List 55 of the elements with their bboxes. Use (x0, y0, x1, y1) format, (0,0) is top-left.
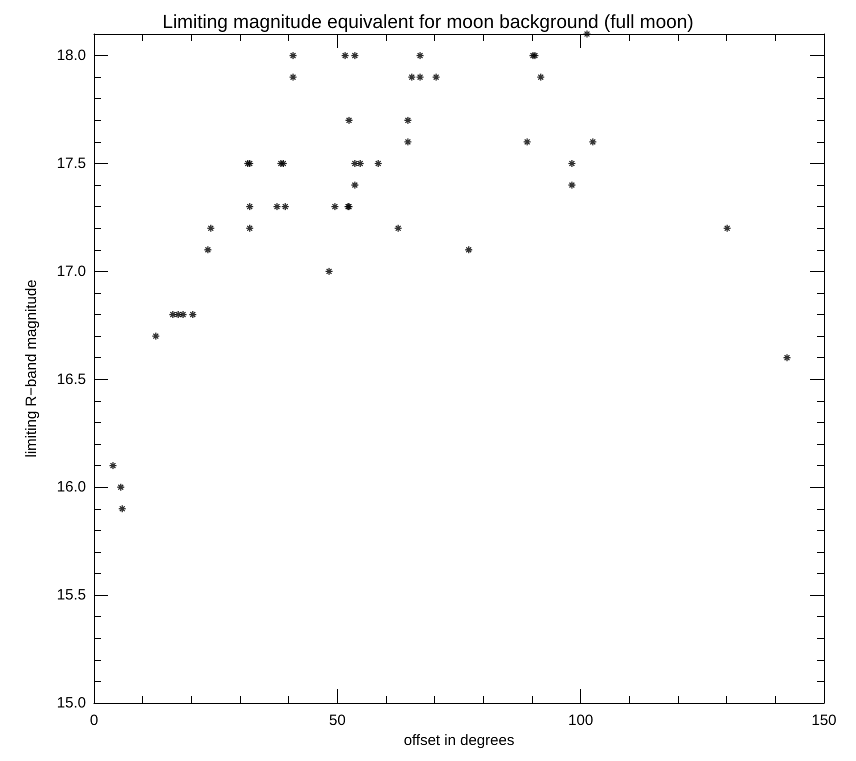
point (416, 73, 424, 82)
point (206, 224, 215, 232)
point (350, 51, 360, 60)
point (281, 202, 290, 211)
point (374, 159, 382, 168)
point (568, 159, 576, 168)
point (394, 224, 402, 232)
point (116, 483, 125, 492)
x-tick-label: 0 (90, 712, 98, 729)
y-tick-label: 17.5 (56, 154, 86, 172)
point (464, 246, 473, 254)
point (432, 73, 440, 82)
y-tick-label: 15.0 (56, 694, 86, 712)
point (188, 310, 197, 319)
point (288, 51, 298, 60)
point (279, 159, 288, 168)
point (404, 116, 412, 124)
point (404, 138, 412, 146)
point (244, 159, 252, 168)
point (782, 354, 792, 362)
point (350, 180, 360, 190)
point (204, 246, 212, 254)
point (246, 202, 254, 211)
y-tick-label: 17.0 (56, 262, 86, 280)
point (416, 51, 424, 60)
point (276, 159, 286, 168)
x-tick-label: 100 (568, 712, 594, 729)
point (152, 332, 160, 340)
x-tick-label: 150 (811, 712, 837, 729)
point (324, 267, 334, 276)
point (272, 202, 282, 211)
x-axis-title: offset in degrees (404, 732, 514, 749)
point (530, 51, 540, 60)
y-tick-label: 15.5 (56, 586, 86, 604)
chart-title: Limiting magnitude equivalent for moon background (full moon) (162, 12, 694, 33)
y-tick-label: 16.5 (56, 370, 86, 388)
point (568, 180, 576, 190)
y-tick-label: 18.0 (56, 47, 86, 64)
point (522, 138, 532, 146)
point (588, 138, 597, 146)
point (246, 224, 254, 232)
y-axis-title: limiting R−band magnitude (23, 279, 40, 458)
point (246, 159, 254, 168)
point (288, 73, 298, 82)
point (118, 504, 126, 513)
point (344, 116, 354, 124)
point (408, 73, 416, 82)
point (108, 461, 118, 470)
point (330, 202, 340, 211)
point (340, 51, 350, 60)
point (536, 73, 545, 82)
point (528, 51, 538, 60)
y-tick-label: 16.0 (56, 478, 86, 496)
x-tick-label: 50 (328, 712, 346, 729)
point (723, 224, 732, 232)
